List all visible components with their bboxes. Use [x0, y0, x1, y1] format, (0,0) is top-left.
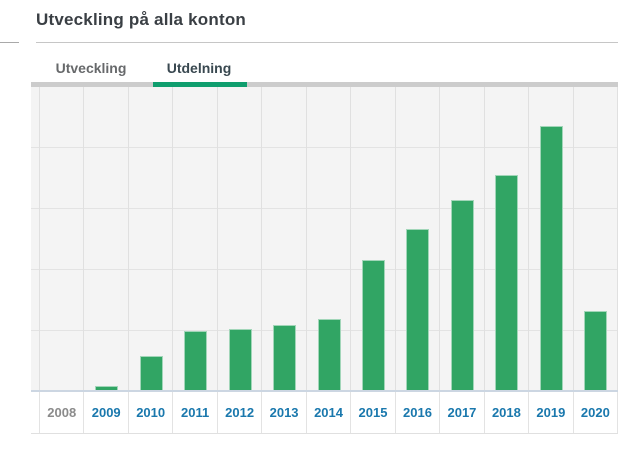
tab-strip — [31, 82, 618, 87]
chart-tabs: Utveckling Utdelning — [31, 54, 247, 82]
page-title: Utveckling på alla konton — [36, 10, 246, 29]
chart-column-2017 — [440, 87, 485, 390]
chart-column-2008 — [39, 87, 85, 390]
bar-2014[interactable] — [317, 319, 341, 390]
chart-column-2010 — [129, 87, 174, 390]
x-axis-labels: 2008 2009 2010 2011 2012 2013 2014 2015 2016 2017… — [31, 392, 618, 434]
chart-column-2018 — [485, 87, 530, 390]
tab-utdelning[interactable]: Utdelning — [151, 54, 247, 82]
x-tick-2020: 2020 — [574, 392, 618, 433]
tab-utveckling[interactable]: Utveckling — [31, 54, 151, 82]
x-tick-2015: 2015 — [351, 392, 396, 433]
x-tick-2013: 2013 — [262, 392, 307, 433]
chart-column-2014 — [307, 87, 352, 390]
chart-column-2011 — [173, 87, 218, 390]
bar-2016[interactable] — [406, 229, 430, 390]
bar-2011[interactable] — [184, 331, 208, 390]
x-tick-2009: 2009 — [84, 392, 129, 433]
bar-2019[interactable] — [539, 126, 563, 390]
bar-2010[interactable] — [139, 356, 163, 390]
chart-column-2016 — [396, 87, 441, 390]
x-tick-2018: 2018 — [485, 392, 530, 433]
bar-2013[interactable] — [273, 325, 297, 390]
bar-2015[interactable] — [362, 260, 386, 390]
active-tab-underline — [153, 82, 247, 87]
chart-column-2013 — [262, 87, 307, 390]
x-tick-2017: 2017 — [440, 392, 485, 433]
x-tick-2011: 2011 — [173, 392, 218, 433]
x-tick-2012: 2012 — [218, 392, 263, 433]
bar-2009[interactable] — [95, 386, 119, 390]
left-edge-divider-stub — [0, 42, 19, 43]
x-tick-2019: 2019 — [529, 392, 574, 433]
bar-2020[interactable] — [584, 311, 608, 390]
bar-chart-plot-area — [31, 87, 618, 390]
bar-2018[interactable] — [495, 175, 519, 390]
chart-column-2012 — [218, 87, 263, 390]
bar-2017[interactable] — [450, 200, 474, 390]
x-tick-2014: 2014 — [307, 392, 352, 433]
x-axis-baseline — [31, 390, 618, 392]
chart-column-2019 — [529, 87, 574, 390]
chart-column-2020 — [574, 87, 618, 390]
x-tick-2008: 2008 — [39, 392, 85, 433]
x-tick-2010: 2010 — [129, 392, 174, 433]
title-divider — [36, 42, 618, 43]
chart-column-2015 — [351, 87, 396, 390]
bar-2012[interactable] — [228, 329, 252, 390]
chart-column-2009 — [84, 87, 129, 390]
x-tick-2016: 2016 — [396, 392, 441, 433]
